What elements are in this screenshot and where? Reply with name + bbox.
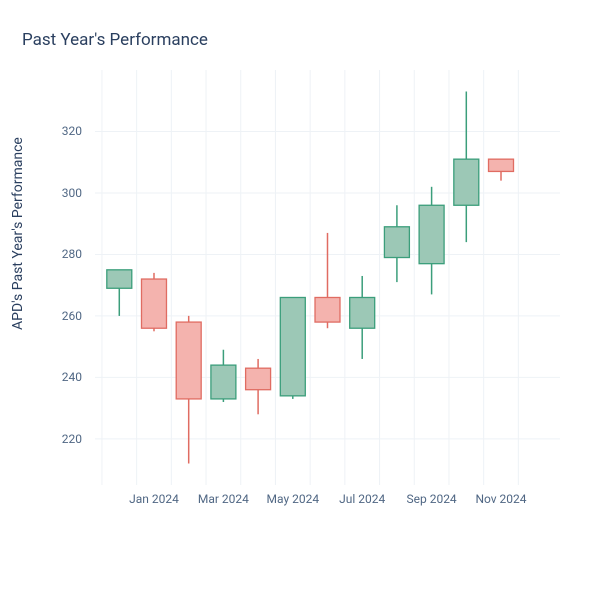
x-tick-label: Nov 2024 — [475, 492, 526, 506]
x-tick-label: Sep 2024 — [407, 492, 457, 506]
y-tick-label: 240 — [62, 370, 82, 384]
candlestick-chart — [0, 0, 600, 600]
x-tick-label: Jan 2024 — [129, 492, 179, 506]
y-tick-label: 320 — [62, 124, 82, 138]
x-tick-label: May 2024 — [267, 492, 320, 506]
y-tick-label: 280 — [62, 247, 82, 261]
y-tick-label: 260 — [62, 309, 82, 323]
y-tick-label: 300 — [62, 186, 82, 200]
x-tick-label: Mar 2024 — [198, 492, 249, 506]
x-tick-label: Jul 2024 — [339, 492, 385, 506]
chart-container: Past Year's Performance APD's Past Year'… — [0, 0, 600, 600]
y-tick-label: 220 — [62, 432, 82, 446]
